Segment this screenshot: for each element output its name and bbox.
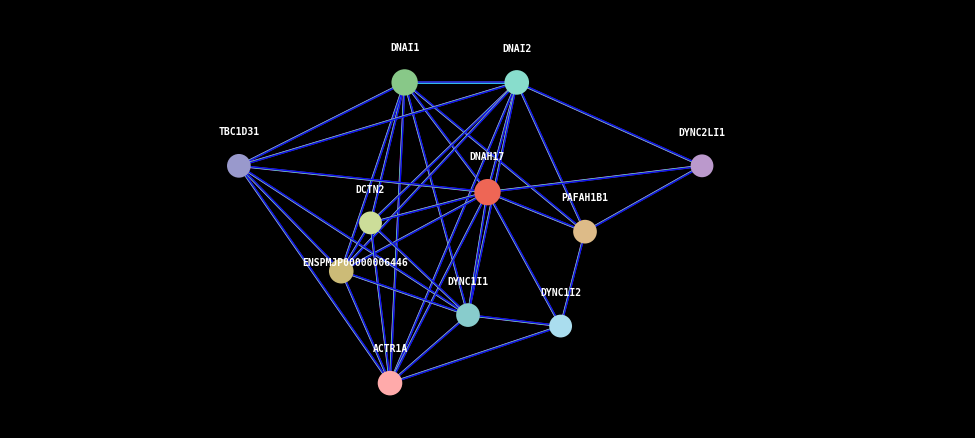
Text: DYNC1I2: DYNC1I2 [540, 287, 581, 297]
Circle shape [690, 155, 714, 178]
Circle shape [456, 304, 480, 327]
Text: DCTN2: DCTN2 [356, 184, 385, 194]
Circle shape [504, 71, 529, 95]
Circle shape [474, 180, 501, 206]
Text: PAFAH1B1: PAFAH1B1 [562, 193, 608, 203]
Circle shape [391, 70, 418, 96]
Text: DYNC2LI1: DYNC2LI1 [679, 127, 725, 138]
Circle shape [227, 155, 251, 178]
Circle shape [573, 220, 597, 244]
Text: DNAI1: DNAI1 [390, 42, 419, 53]
Text: DNAH17: DNAH17 [470, 152, 505, 162]
Text: ACTR1A: ACTR1A [372, 343, 408, 353]
Text: ENSPMJP00000006446: ENSPMJP00000006446 [302, 258, 408, 268]
Circle shape [549, 315, 572, 338]
Circle shape [329, 259, 354, 284]
Text: DYNC1I1: DYNC1I1 [448, 276, 488, 286]
Circle shape [359, 212, 382, 235]
Text: TBC1D31: TBC1D31 [218, 127, 259, 137]
Text: DNAI2: DNAI2 [502, 43, 531, 53]
Circle shape [377, 371, 403, 396]
